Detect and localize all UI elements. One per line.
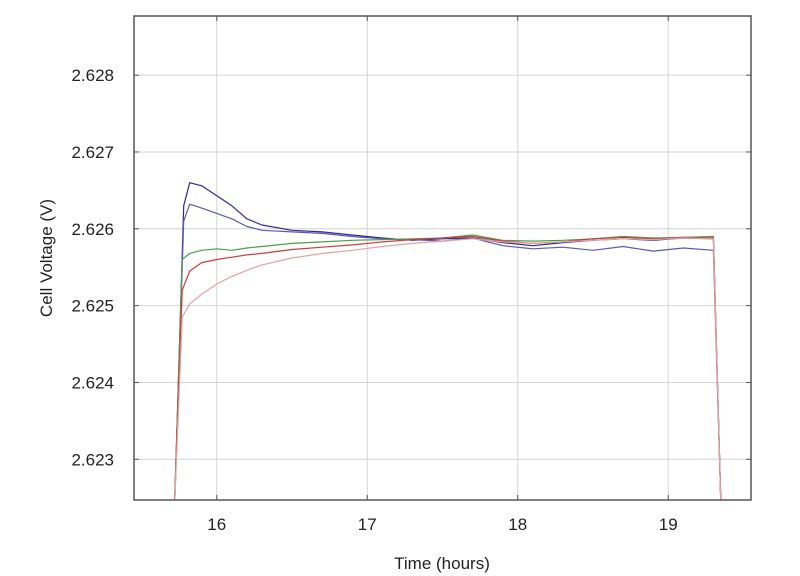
plot-frame (133, 15, 752, 501)
y-tick-label: 2.628 (71, 66, 114, 85)
series-line-5 (174, 237, 722, 500)
x-axis-label: Time (hours) (394, 554, 490, 573)
y-tick-label: 2.627 (71, 143, 114, 162)
series-line-2 (174, 203, 722, 500)
x-tick-label: 19 (659, 515, 678, 534)
ticks (134, 16, 751, 500)
x-tick-label: 17 (358, 515, 377, 534)
series-line-3 (174, 234, 722, 500)
series-line-1 (174, 182, 722, 500)
y-tick-label: 2.624 (71, 373, 114, 392)
y-tick-label: 2.623 (71, 450, 114, 469)
x-tick-label: 16 (207, 515, 226, 534)
series-group (174, 182, 722, 500)
series-line-4 (174, 235, 722, 500)
tick-labels: 16 17 18 19 2.623 2.624 2.625 2.626 2.627 2.628 (71, 66, 677, 534)
y-axis-label: Cell Voltage (V) (37, 199, 56, 317)
grid (134, 16, 751, 500)
y-tick-label: 2.626 (71, 220, 114, 239)
y-tick-label: 2.625 (71, 297, 114, 316)
x-tick-label: 18 (508, 515, 527, 534)
